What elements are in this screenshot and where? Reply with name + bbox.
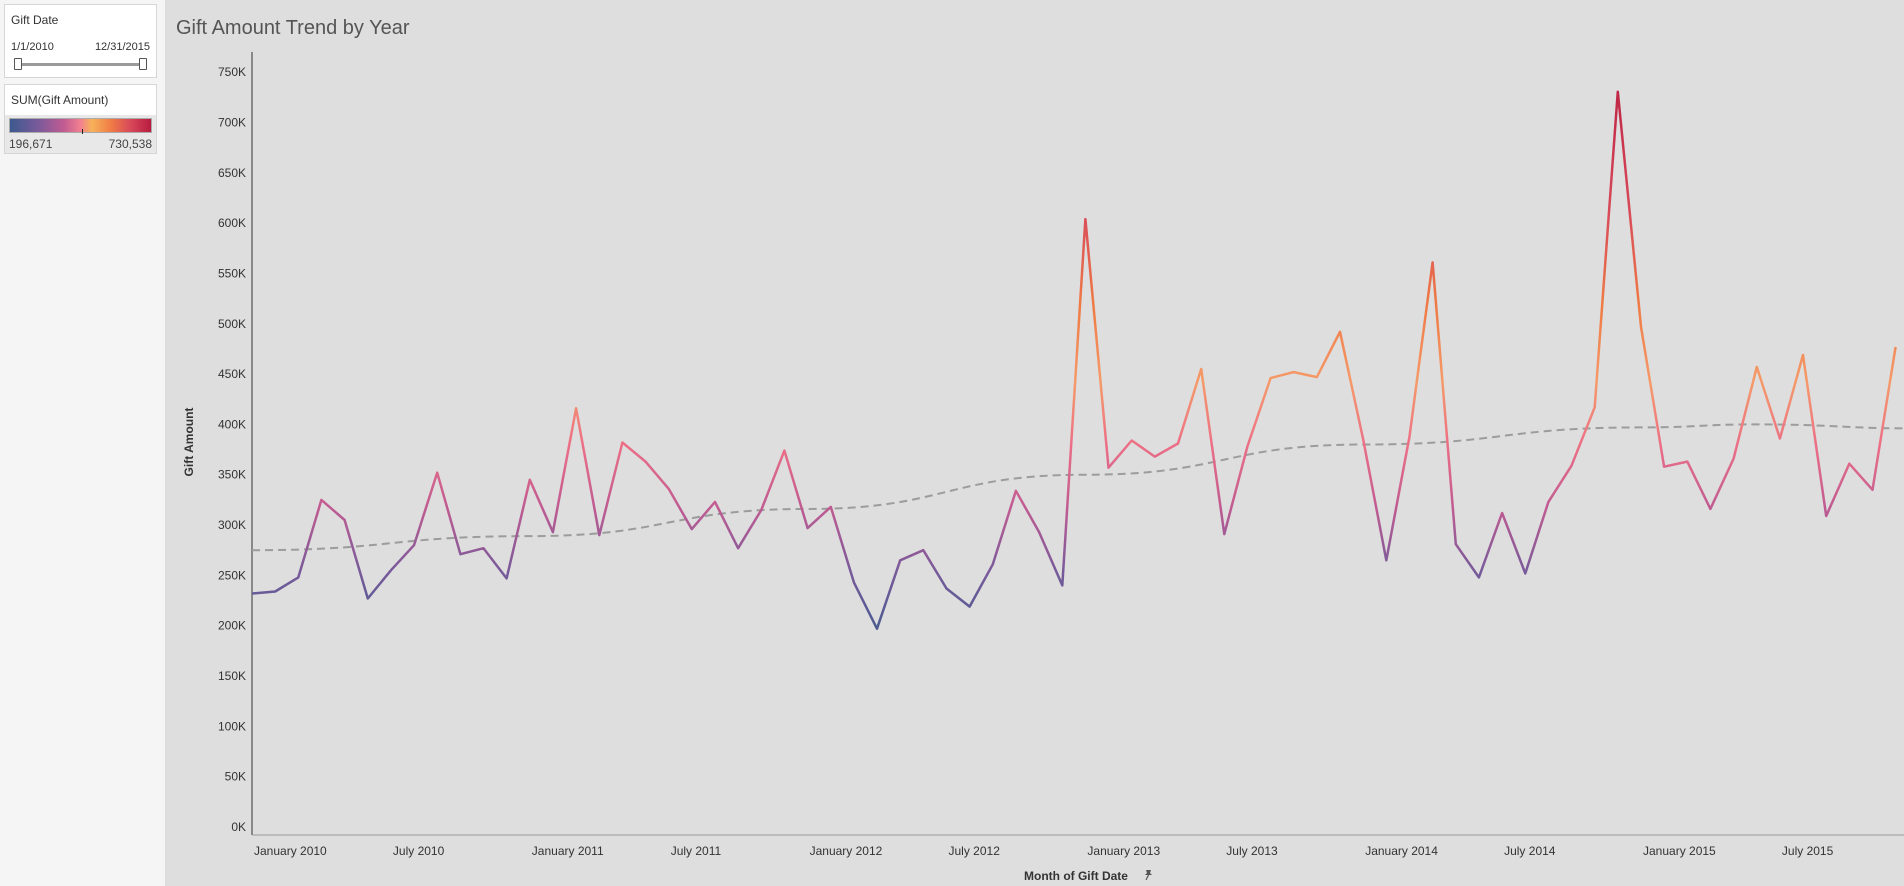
y-tick-label: 50K — [225, 770, 246, 784]
color-legend-min: 196,671 — [9, 137, 53, 151]
y-tick-label: 100K — [218, 719, 246, 733]
x-tick-label: January 2015 — [1643, 844, 1716, 858]
x-tick-label: July 2010 — [393, 844, 445, 858]
y-tick-label: 0K — [231, 820, 246, 834]
y-tick-label: 400K — [218, 417, 246, 431]
date-range-start-handle[interactable] — [14, 58, 22, 70]
y-tick-label: 550K — [218, 266, 246, 280]
x-tick-label: January 2014 — [1365, 844, 1438, 858]
x-tick-label: July 2011 — [671, 844, 722, 858]
x-tick-label: January 2011 — [532, 844, 604, 858]
gift-date-start: 1/1/2010 — [11, 41, 54, 53]
chart-area: Gift Amount Trend by Year 0K 50K 100K 150K 2… — [166, 0, 1904, 886]
gift-amount-line[interactable] — [251, 90, 1897, 630]
y-axis-label: Gift Amount — [182, 408, 196, 477]
y-tick-label: 700K — [218, 115, 246, 129]
trend-line — [251, 423, 1904, 552]
x-tick-label: July 2013 — [1226, 844, 1278, 858]
y-tick-label: 200K — [218, 619, 246, 633]
x-tick-label: January 2012 — [810, 844, 883, 858]
gift-date-filter-title: Gift Date — [11, 13, 59, 27]
y-tick-label: 150K — [218, 669, 246, 683]
x-tick-label: January 2010 — [254, 844, 327, 858]
x-tick-label: July 2015 — [1782, 844, 1834, 858]
y-tick-label: 250K — [218, 568, 246, 582]
chart-title: Gift Amount Trend by Year — [176, 17, 410, 39]
color-gradient-marker — [82, 129, 83, 134]
y-tick-label: 650K — [218, 166, 246, 180]
color-legend-max: 730,538 — [108, 137, 152, 151]
color-gradient-bar — [9, 118, 152, 133]
color-legend-title: SUM(Gift Amount) — [5, 85, 156, 115]
y-tick-label: 350K — [218, 468, 246, 482]
x-tick-label: July 2014 — [1504, 844, 1556, 858]
x-axis-label: Month of Gift Date — [1024, 869, 1128, 883]
y-tick-label: 500K — [218, 317, 246, 331]
y-tick-label: 300K — [218, 518, 246, 532]
date-range-slider-track[interactable] — [15, 63, 146, 66]
color-legend: SUM(Gift Amount) 196,671 730,538 — [4, 84, 157, 154]
gift-date-filter: Gift Date 1/1/2010 12/31/2015 — [4, 4, 157, 78]
y-tick-label: 750K — [218, 65, 246, 79]
y-tick-label: 600K — [218, 216, 246, 230]
date-range-end-handle[interactable] — [139, 58, 147, 70]
x-tick-label: January 2013 — [1087, 844, 1160, 858]
sidebar: Gift Date 1/1/2010 12/31/2015 SUM(Gift A… — [0, 0, 166, 886]
x-tick-label: July 2012 — [949, 844, 1001, 858]
gift-date-end: 12/31/2015 — [94, 41, 150, 53]
y-tick-label: 450K — [218, 367, 246, 381]
line-chart: 0K 50K 100K 150K 200K 250K 300K 350K 400K 450K 500… — [182, 52, 1904, 883]
pin-icon[interactable] — [1145, 870, 1152, 881]
